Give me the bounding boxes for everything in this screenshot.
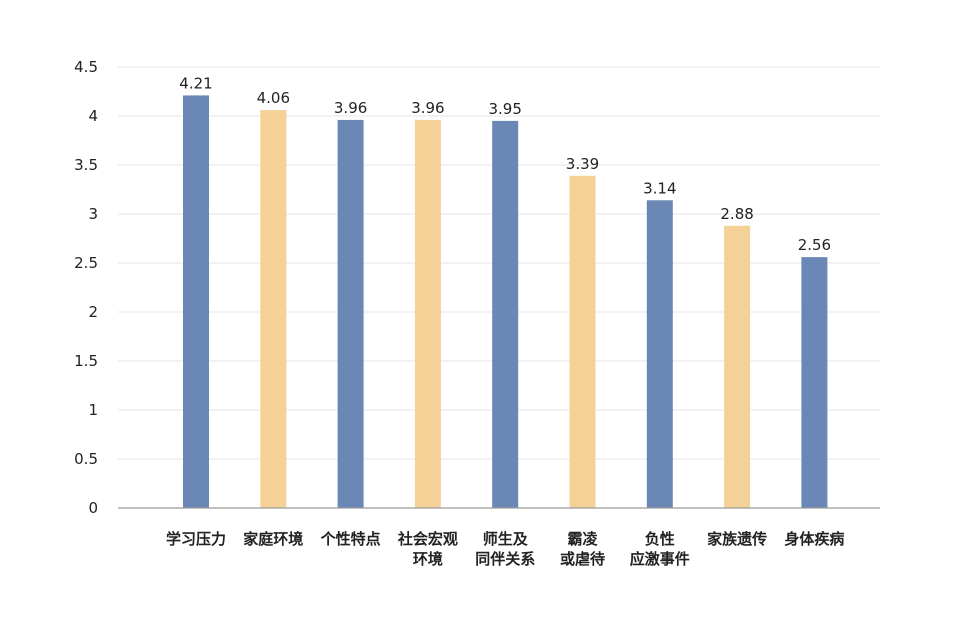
bar (646, 200, 673, 508)
value-label: 3.14 (643, 179, 676, 197)
y-tick-label: 4 (88, 107, 98, 125)
category-label: 环境 (413, 550, 443, 568)
category-label: 个性特点 (320, 530, 381, 548)
category-label: 社会宏观 (397, 530, 458, 548)
y-axis-ticks: 0 0.5 1 1.5 2 2.5 3 3.5 4 4.5 (74, 58, 98, 517)
y-tick-label: 0.5 (74, 450, 98, 468)
bar (724, 225, 751, 508)
category-label: 师生及 (483, 530, 529, 548)
bar (337, 119, 364, 509)
bar (414, 119, 441, 509)
category-label: 家族遗传 (707, 530, 767, 548)
value-label: 3.39 (566, 155, 599, 173)
bars (183, 95, 828, 509)
value-label: 3.96 (334, 99, 367, 117)
category-label: 霸凌 (567, 530, 598, 548)
value-label: 3.96 (411, 99, 444, 117)
category-label: 负性 (645, 530, 675, 548)
value-label: 4.06 (257, 89, 290, 107)
bar (260, 110, 287, 509)
y-tick-label: 3.5 (74, 156, 98, 174)
value-label: 3.95 (488, 100, 521, 118)
value-labels: 4.21 4.06 3.96 3.96 3.95 3.39 3.14 2.88 2.56 (179, 74, 831, 254)
category-label: 家庭环境 (243, 530, 303, 548)
bar (492, 120, 519, 509)
value-label: 2.88 (720, 205, 753, 223)
bar (569, 175, 596, 508)
y-tick-label: 2 (88, 303, 98, 321)
value-label: 2.56 (798, 236, 831, 254)
y-tick-label: 2.5 (74, 254, 98, 272)
category-label: 同伴关系 (475, 550, 535, 568)
y-tick-label: 1.5 (74, 352, 98, 370)
category-label: 应激事件 (630, 550, 690, 568)
y-tick-label: 1 (88, 401, 98, 419)
value-label: 4.21 (179, 74, 212, 92)
y-tick-label: 0 (88, 499, 98, 517)
category-label: 身体疾病 (784, 530, 844, 548)
bar (801, 257, 828, 508)
y-tick-label: 4.5 (74, 58, 98, 76)
bar (183, 95, 209, 509)
category-label: 或虐待 (560, 550, 605, 568)
y-tick-label: 3 (88, 205, 98, 223)
category-label: 学习压力 (166, 530, 226, 548)
